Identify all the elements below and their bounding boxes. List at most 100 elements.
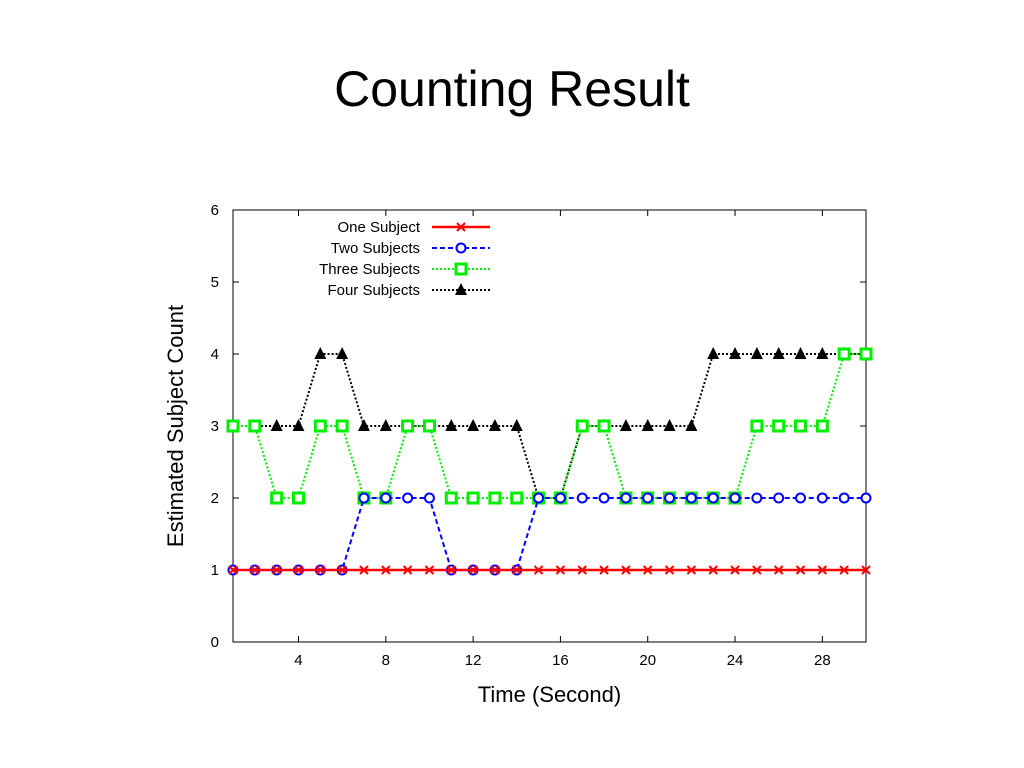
- data-point-one-subject: [643, 565, 653, 575]
- data-point-four-subjects: [707, 347, 720, 359]
- data-point-three-subjects: [401, 419, 415, 433]
- data-point-one-subject: [293, 565, 304, 575]
- data-point-three-subjects: [597, 419, 611, 433]
- data-point-two-subjects: [860, 492, 872, 504]
- legend-marker-one-subject: [456, 222, 466, 232]
- data-point-one-subject: [795, 565, 806, 575]
- data-point-one-subject: [730, 565, 740, 575]
- data-point-three-subjects: [248, 419, 262, 433]
- x-tick-label: 8: [382, 652, 390, 669]
- data-point-one-subject: [555, 565, 566, 575]
- data-point-four-subjects: [619, 419, 632, 431]
- data-point-one-subject: [250, 565, 260, 575]
- data-point-three-subjects: [750, 419, 764, 433]
- data-point-two-subjects: [729, 492, 741, 504]
- data-point-two-subjects: [664, 492, 676, 504]
- data-point-four-subjects: [772, 347, 785, 359]
- data-point-two-subjects: [402, 492, 414, 504]
- legend-label-one-subject: One Subject: [337, 219, 420, 236]
- data-point-one-subject: [839, 565, 849, 575]
- data-point-three-subjects: [510, 491, 524, 505]
- data-point-three-subjects: [335, 419, 349, 433]
- data-point-three-subjects: [313, 419, 327, 433]
- data-point-one-subject: [315, 565, 326, 575]
- data-point-one-subject: [490, 565, 500, 575]
- data-point-one-subject: [446, 565, 456, 575]
- data-point-four-subjects: [794, 347, 807, 359]
- data-point-one-subject: [817, 565, 828, 575]
- data-point-one-subject: [599, 565, 609, 575]
- data-point-four-subjects: [510, 419, 523, 431]
- data-point-three-subjects: [837, 347, 851, 361]
- data-point-two-subjects: [620, 492, 632, 504]
- data-point-one-subject: [228, 565, 238, 575]
- data-point-three-subjects: [270, 491, 284, 505]
- data-point-two-subjects: [685, 492, 697, 504]
- y-tick-label: 0: [211, 634, 219, 651]
- data-point-four-subjects: [641, 419, 654, 431]
- data-point-one-subject: [424, 565, 435, 575]
- data-point-three-subjects: [226, 419, 240, 433]
- data-point-two-subjects: [554, 492, 566, 504]
- data-point-two-subjects: [533, 492, 545, 504]
- data-point-one-subject: [271, 565, 282, 575]
- data-point-one-subject: [381, 565, 391, 575]
- data-point-one-subject: [861, 565, 871, 575]
- data-point-four-subjects: [729, 347, 742, 359]
- x-tick-label: 16: [552, 652, 569, 669]
- legend-marker-two-subjects: [455, 242, 467, 254]
- y-tick-label: 1: [211, 562, 219, 579]
- data-point-two-subjects: [423, 492, 435, 504]
- series-line-three-subjects: [233, 353, 866, 499]
- data-point-three-subjects: [794, 419, 808, 433]
- data-point-one-subject: [752, 565, 762, 575]
- data-point-one-subject: [621, 565, 631, 575]
- x-tick-label: 28: [814, 652, 831, 669]
- data-point-one-subject: [577, 565, 587, 575]
- data-point-four-subjects: [270, 419, 283, 431]
- x-tick-label: 24: [727, 652, 744, 669]
- data-point-two-subjects: [795, 492, 807, 504]
- data-point-four-subjects: [292, 419, 305, 431]
- data-point-three-subjects: [815, 419, 829, 433]
- data-point-three-subjects: [422, 419, 436, 433]
- series-line-two-subjects: [233, 497, 866, 571]
- data-point-one-subject: [337, 565, 347, 575]
- data-point-four-subjects: [685, 419, 698, 431]
- data-point-four-subjects: [314, 347, 327, 359]
- data-point-four-subjects: [467, 419, 480, 431]
- data-point-two-subjects: [816, 492, 828, 504]
- data-point-one-subject: [664, 565, 675, 575]
- data-point-three-subjects: [444, 491, 458, 505]
- slide-title: Counting Result: [334, 61, 690, 117]
- data-point-four-subjects: [357, 419, 370, 431]
- data-point-two-subjects: [773, 492, 785, 504]
- legend-label-two-subjects: Two Subjects: [331, 240, 420, 257]
- data-point-two-subjects: [380, 492, 392, 504]
- data-point-three-subjects: [488, 491, 502, 505]
- data-point-two-subjects: [838, 492, 850, 504]
- data-point-one-subject: [686, 565, 697, 575]
- data-point-four-subjects: [816, 347, 829, 359]
- data-point-two-subjects: [642, 492, 654, 504]
- x-tick-label: 12: [465, 652, 482, 669]
- y-tick-label: 2: [211, 490, 219, 507]
- data-point-four-subjects: [336, 347, 349, 359]
- y-tick-label: 3: [211, 418, 219, 435]
- data-point-one-subject: [402, 565, 413, 575]
- data-point-one-subject: [773, 565, 784, 575]
- x-axis-title: Time (Second): [478, 682, 621, 707]
- data-point-two-subjects: [576, 492, 588, 504]
- legend-marker-three-subjects: [454, 262, 468, 276]
- data-point-one-subject: [359, 565, 369, 575]
- data-point-two-subjects: [707, 492, 719, 504]
- x-tick-label: 20: [639, 652, 656, 669]
- data-point-three-subjects: [466, 491, 480, 505]
- legend-label-four-subjects: Four Subjects: [327, 282, 420, 299]
- data-point-four-subjects: [379, 419, 392, 431]
- legend-marker-four-subjects: [455, 283, 467, 295]
- data-point-one-subject: [468, 565, 478, 575]
- data-point-three-subjects: [291, 491, 305, 505]
- data-point-one-subject: [512, 565, 522, 575]
